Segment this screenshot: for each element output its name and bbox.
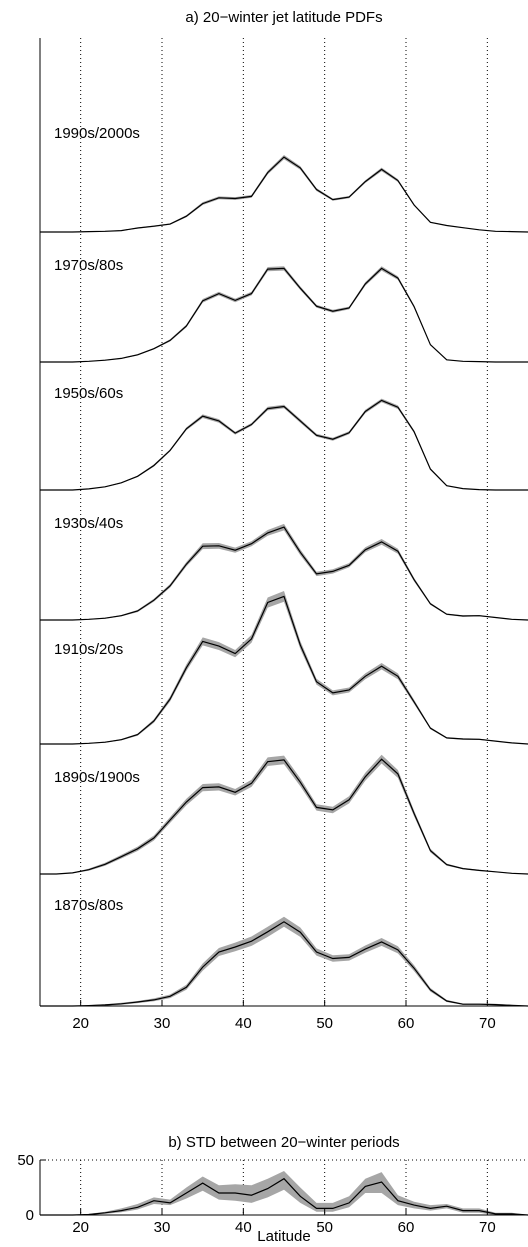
series-line-1 — [40, 267, 528, 363]
series-label-1: 1970s/80s — [54, 257, 123, 274]
panel-b-y-tick-label: 50 — [17, 1152, 34, 1169]
panel-b-title: b) STD between 20−winter periods — [168, 1134, 399, 1151]
series-band-4 — [40, 591, 528, 744]
panel-a-x-tick-label: 20 — [72, 1015, 89, 1032]
series-band-2 — [40, 398, 528, 490]
panel-b-xlabel: Latitude — [257, 1228, 310, 1245]
panel-b-x-tick-label: 30 — [154, 1219, 171, 1236]
series-line-4 — [40, 595, 528, 745]
series-line-2 — [40, 399, 528, 491]
panel-a-title: a) 20−winter jet latitude PDFs — [185, 9, 382, 26]
series-line-0 — [40, 156, 528, 233]
panel-b-x-tick-label: 70 — [479, 1219, 496, 1236]
panel-a-x-tick-label: 50 — [316, 1015, 333, 1032]
panel-a-jet-latitude-pdfs: a) 20−winter jet latitude PDFs 20 30 40 50 6… — [39, 9, 528, 1032]
panel-b-std-between-periods: b) STD between 20−winter periods Latitud… — [17, 1134, 528, 1245]
panel-b-x-tick-label: 20 — [72, 1219, 89, 1236]
std-band — [40, 1171, 528, 1215]
series-label-6: 1870s/80s — [54, 897, 123, 914]
panel-b-x-tick-label: 50 — [316, 1219, 333, 1236]
series-label-5: 1890s/1900s — [54, 769, 140, 786]
panel-a-x-tick-label: 70 — [479, 1015, 496, 1032]
series-label-4: 1910s/20s — [54, 641, 123, 658]
series-line-3 — [40, 526, 528, 621]
panel-a-x-tick-label: 60 — [398, 1015, 415, 1032]
panel-a-x-tick-label: 30 — [154, 1015, 171, 1032]
series-line-5 — [40, 758, 528, 875]
std-line — [40, 1177, 528, 1216]
series-label-0: 1990s/2000s — [54, 125, 140, 142]
series-band-6 — [40, 916, 528, 1006]
series-band-3 — [40, 523, 528, 620]
panel-b-x-tick-label: 60 — [398, 1219, 415, 1236]
series-band-1 — [40, 266, 528, 362]
series-label-3: 1930s/40s — [54, 515, 123, 532]
series-band-0 — [40, 155, 528, 232]
panel-a-x-tick-label: 40 — [235, 1015, 252, 1032]
series-label-2: 1950s/60s — [54, 385, 123, 402]
series-line-6 — [40, 921, 528, 1007]
panel-b-x-tick-label: 40 — [235, 1219, 252, 1236]
panel-b-y-tick-label: 0 — [26, 1207, 34, 1224]
